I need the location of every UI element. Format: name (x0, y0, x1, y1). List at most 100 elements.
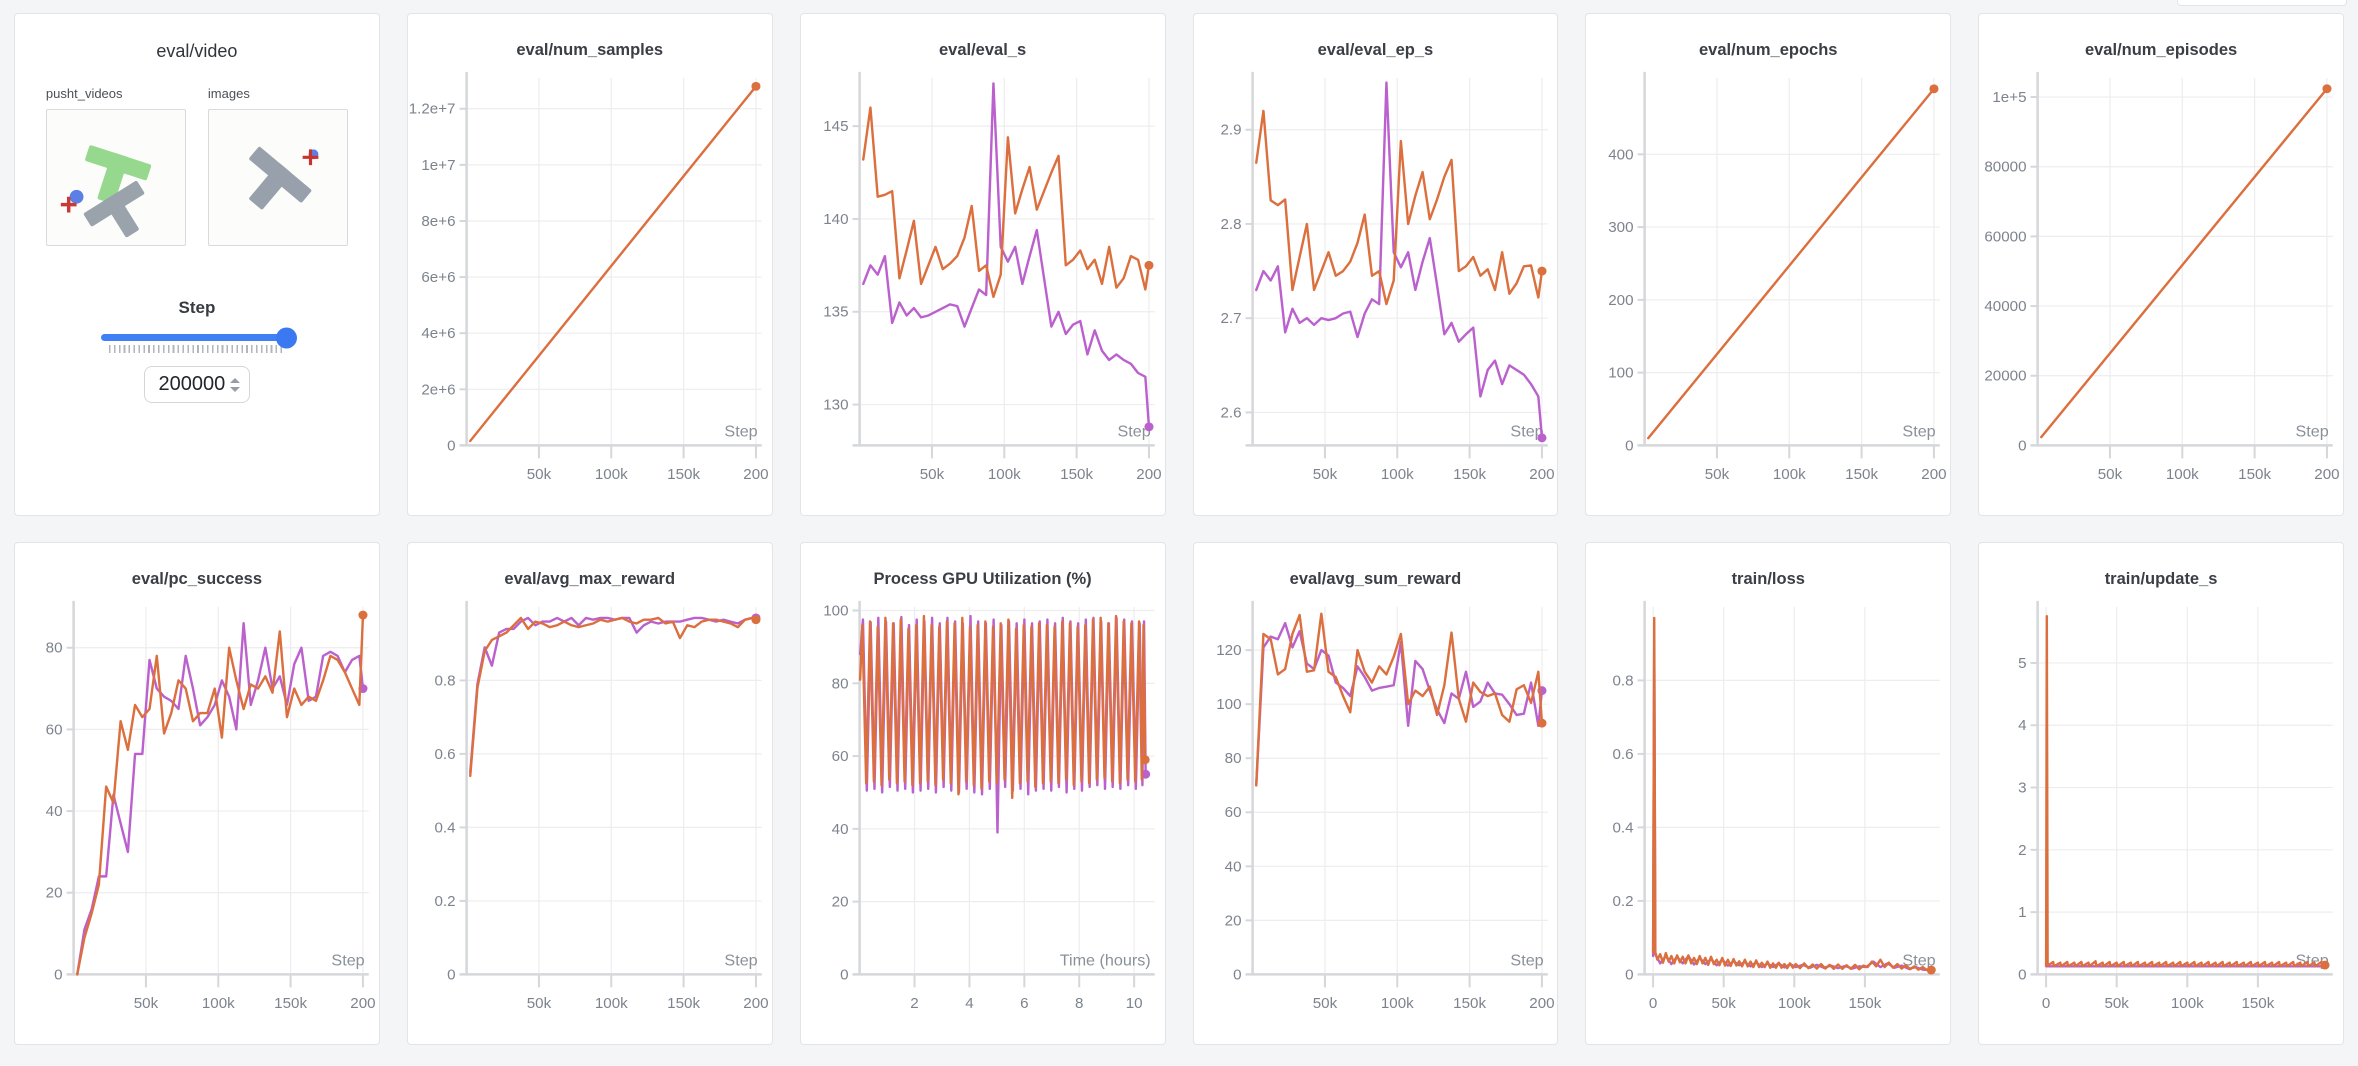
step-slider-thumb[interactable] (275, 327, 297, 348)
chart-canvas[interactable]: 0 20000 40000 60000 80000 1e+5 50k 100k 150k 200 S… (1979, 62, 2343, 507)
svg-text:135: 135 (823, 304, 848, 321)
svg-text:100: 100 (823, 603, 848, 620)
chart-canvas[interactable]: 0 0.2 0.4 0.6 0.8 50k 100k 150k 200 Step (408, 591, 772, 1036)
svg-text:6: 6 (1020, 995, 1028, 1012)
svg-text:Step: Step (2296, 423, 2329, 441)
svg-text:150k: 150k (1060, 466, 1093, 483)
svg-text:2.9: 2.9 (1220, 122, 1241, 139)
panel-eval-avg-max-reward[interactable]: eval/avg_max_reward 0 0.2 0.4 0.6 0.8 50k 100k… (406, 542, 773, 1045)
svg-text:60: 60 (831, 748, 848, 765)
panel-eval-eval-ep-s[interactable]: eval/eval_ep_s 2.6 2.7 2.8 2.9 50k 100k 150k 20… (1192, 13, 1559, 516)
svg-text:150k: 150k (1453, 995, 1486, 1012)
goal-cross (302, 149, 319, 166)
panel-eval-video[interactable]: eval/video pusht_videos (14, 13, 380, 516)
svg-text:0: 0 (2018, 966, 2026, 983)
svg-text:120: 120 (1216, 642, 1241, 659)
svg-text:200: 200 (743, 466, 768, 483)
svg-text:2.8: 2.8 (1220, 216, 1241, 233)
decrement-icon[interactable] (229, 386, 240, 392)
svg-text:100k: 100k (595, 466, 628, 483)
step-slider-track[interactable] (100, 334, 293, 341)
svg-text:0.2: 0.2 (434, 893, 455, 910)
svg-text:150k: 150k (274, 995, 307, 1012)
svg-text:0.2: 0.2 (1613, 893, 1634, 910)
panel-eval-pc-success[interactable]: eval/pc_success 0 20 40 60 80 50k 100k 150k 200 S… (14, 542, 380, 1045)
svg-text:0: 0 (2042, 995, 2050, 1012)
svg-text:1: 1 (2018, 904, 2026, 921)
svg-text:150k: 150k (1453, 466, 1486, 483)
increment-icon[interactable] (229, 377, 240, 383)
step-control: Step 200000 (15, 298, 379, 403)
svg-text:100k: 100k (988, 466, 1021, 483)
svg-text:100: 100 (1609, 365, 1634, 382)
svg-text:0: 0 (1625, 966, 1633, 983)
svg-text:50k: 50k (1312, 466, 1337, 483)
svg-text:150k: 150k (1846, 466, 1879, 483)
pusht-video-thumbnail[interactable] (45, 109, 186, 246)
svg-text:100k: 100k (1380, 466, 1413, 483)
svg-text:0.6: 0.6 (1613, 746, 1634, 763)
chart-canvas[interactable]: 0 0.2 0.4 0.6 0.8 0 50k 100k 150k Step (1586, 591, 1950, 1036)
svg-text:200: 200 (1529, 995, 1554, 1012)
svg-text:150k: 150k (1849, 995, 1882, 1012)
chart-canvas[interactable]: 0 2e+6 4e+6 6e+6 8e+6 1e+7 1.2e+7 50k 100k 150k 20… (408, 62, 772, 507)
chart-canvas[interactable]: 0 100 200 300 400 50k 100k 150k 200 Step (1586, 62, 1950, 507)
svg-text:100: 100 (1216, 696, 1241, 713)
panel-process-gpu-utilization[interactable]: Process GPU Utilization (%) 0 20 40 60 80 100… (799, 542, 1166, 1045)
svg-text:0: 0 (54, 966, 62, 983)
panel-train-update-s[interactable]: train/update_s 0 1 2 3 4 5 0 50k 100k 150k Step (1978, 542, 2344, 1045)
svg-text:50k: 50k (1712, 995, 1737, 1012)
svg-text:20: 20 (1224, 912, 1241, 929)
agent-dot (69, 189, 84, 204)
svg-text:0: 0 (1233, 966, 1241, 983)
svg-text:20: 20 (46, 885, 63, 902)
chart-canvas[interactable]: 2.6 2.7 2.8 2.9 50k 100k 150k 200 Step (1194, 62, 1558, 507)
chart-canvas[interactable]: 0 20 40 60 80 50k 100k 150k 200 Step (15, 591, 379, 1036)
step-number-input[interactable]: 200000 (143, 366, 250, 403)
svg-text:1e+5: 1e+5 (1993, 89, 2027, 106)
svg-text:100k: 100k (202, 995, 235, 1012)
stepper-buttons[interactable] (229, 377, 240, 392)
svg-text:150k: 150k (667, 466, 700, 483)
svg-text:100k: 100k (1380, 995, 1413, 1012)
svg-text:Step: Step (1903, 423, 1936, 441)
svg-text:400: 400 (1609, 146, 1634, 163)
panel-train-loss[interactable]: train/loss 0 0.2 0.4 0.6 0.8 0 50k 100k 150k Step (1585, 542, 1952, 1045)
svg-text:4e+6: 4e+6 (421, 325, 455, 342)
svg-text:200: 200 (743, 995, 768, 1012)
panel-eval-eval-s[interactable]: eval/eval_s 130 135 140 145 50k 100k 150k 200 St… (799, 13, 1166, 516)
svg-text:0.4: 0.4 (1613, 819, 1634, 836)
svg-text:Step: Step (1510, 423, 1543, 441)
svg-text:200: 200 (1922, 466, 1947, 483)
chart-canvas[interactable]: 130 135 140 145 50k 100k 150k 200 Step (801, 62, 1165, 507)
svg-text:2: 2 (910, 995, 918, 1012)
images-thumbnail[interactable] (207, 109, 348, 246)
panel-eval-avg-sum-reward[interactable]: eval/avg_sum_reward 0 20 40 60 80 100 120 50k 10… (1192, 542, 1559, 1045)
chart-canvas[interactable]: 0 20 40 60 80 100 120 50k 100k 150k 200 Step (1194, 591, 1558, 1036)
svg-text:50k: 50k (134, 995, 159, 1012)
chart-title: eval/num_epochs (1699, 41, 1838, 59)
chart-title: eval/num_episodes (2084, 41, 2238, 59)
svg-text:Time (hours): Time (hours) (1059, 952, 1150, 970)
media-label: images (207, 86, 250, 101)
svg-text:0: 0 (840, 966, 848, 983)
svg-text:0.8: 0.8 (434, 672, 455, 689)
svg-text:80: 80 (1224, 750, 1241, 767)
panel-title: eval/video (156, 41, 238, 61)
svg-text:130: 130 (823, 397, 848, 414)
panel-eval-num-episodes[interactable]: eval/num_episodes 0 20000 40000 60000 80000 1… (1978, 13, 2344, 516)
svg-text:0: 0 (2018, 437, 2026, 454)
panel-eval-num-samples[interactable]: eval/num_samples 0 2e+6 4e+6 6e+6 8e+6 1e+7 1.… (406, 13, 773, 516)
step-slider[interactable] (100, 327, 297, 348)
panel-eval-num-epochs[interactable]: eval/num_epochs 0 100 200 300 400 50k 100k 150k… (1585, 13, 1952, 516)
svg-text:2: 2 (2018, 842, 2026, 859)
svg-text:50k: 50k (2098, 466, 2123, 483)
chart-canvas[interactable]: 0 20 40 60 80 100 2 4 6 8 10 Time (hours) (801, 591, 1165, 1036)
svg-text:200: 200 (1609, 292, 1634, 309)
svg-text:140: 140 (823, 211, 848, 228)
svg-text:1e+7: 1e+7 (421, 157, 455, 174)
svg-text:60000: 60000 (1985, 228, 2027, 245)
svg-text:2.6: 2.6 (1220, 405, 1241, 422)
